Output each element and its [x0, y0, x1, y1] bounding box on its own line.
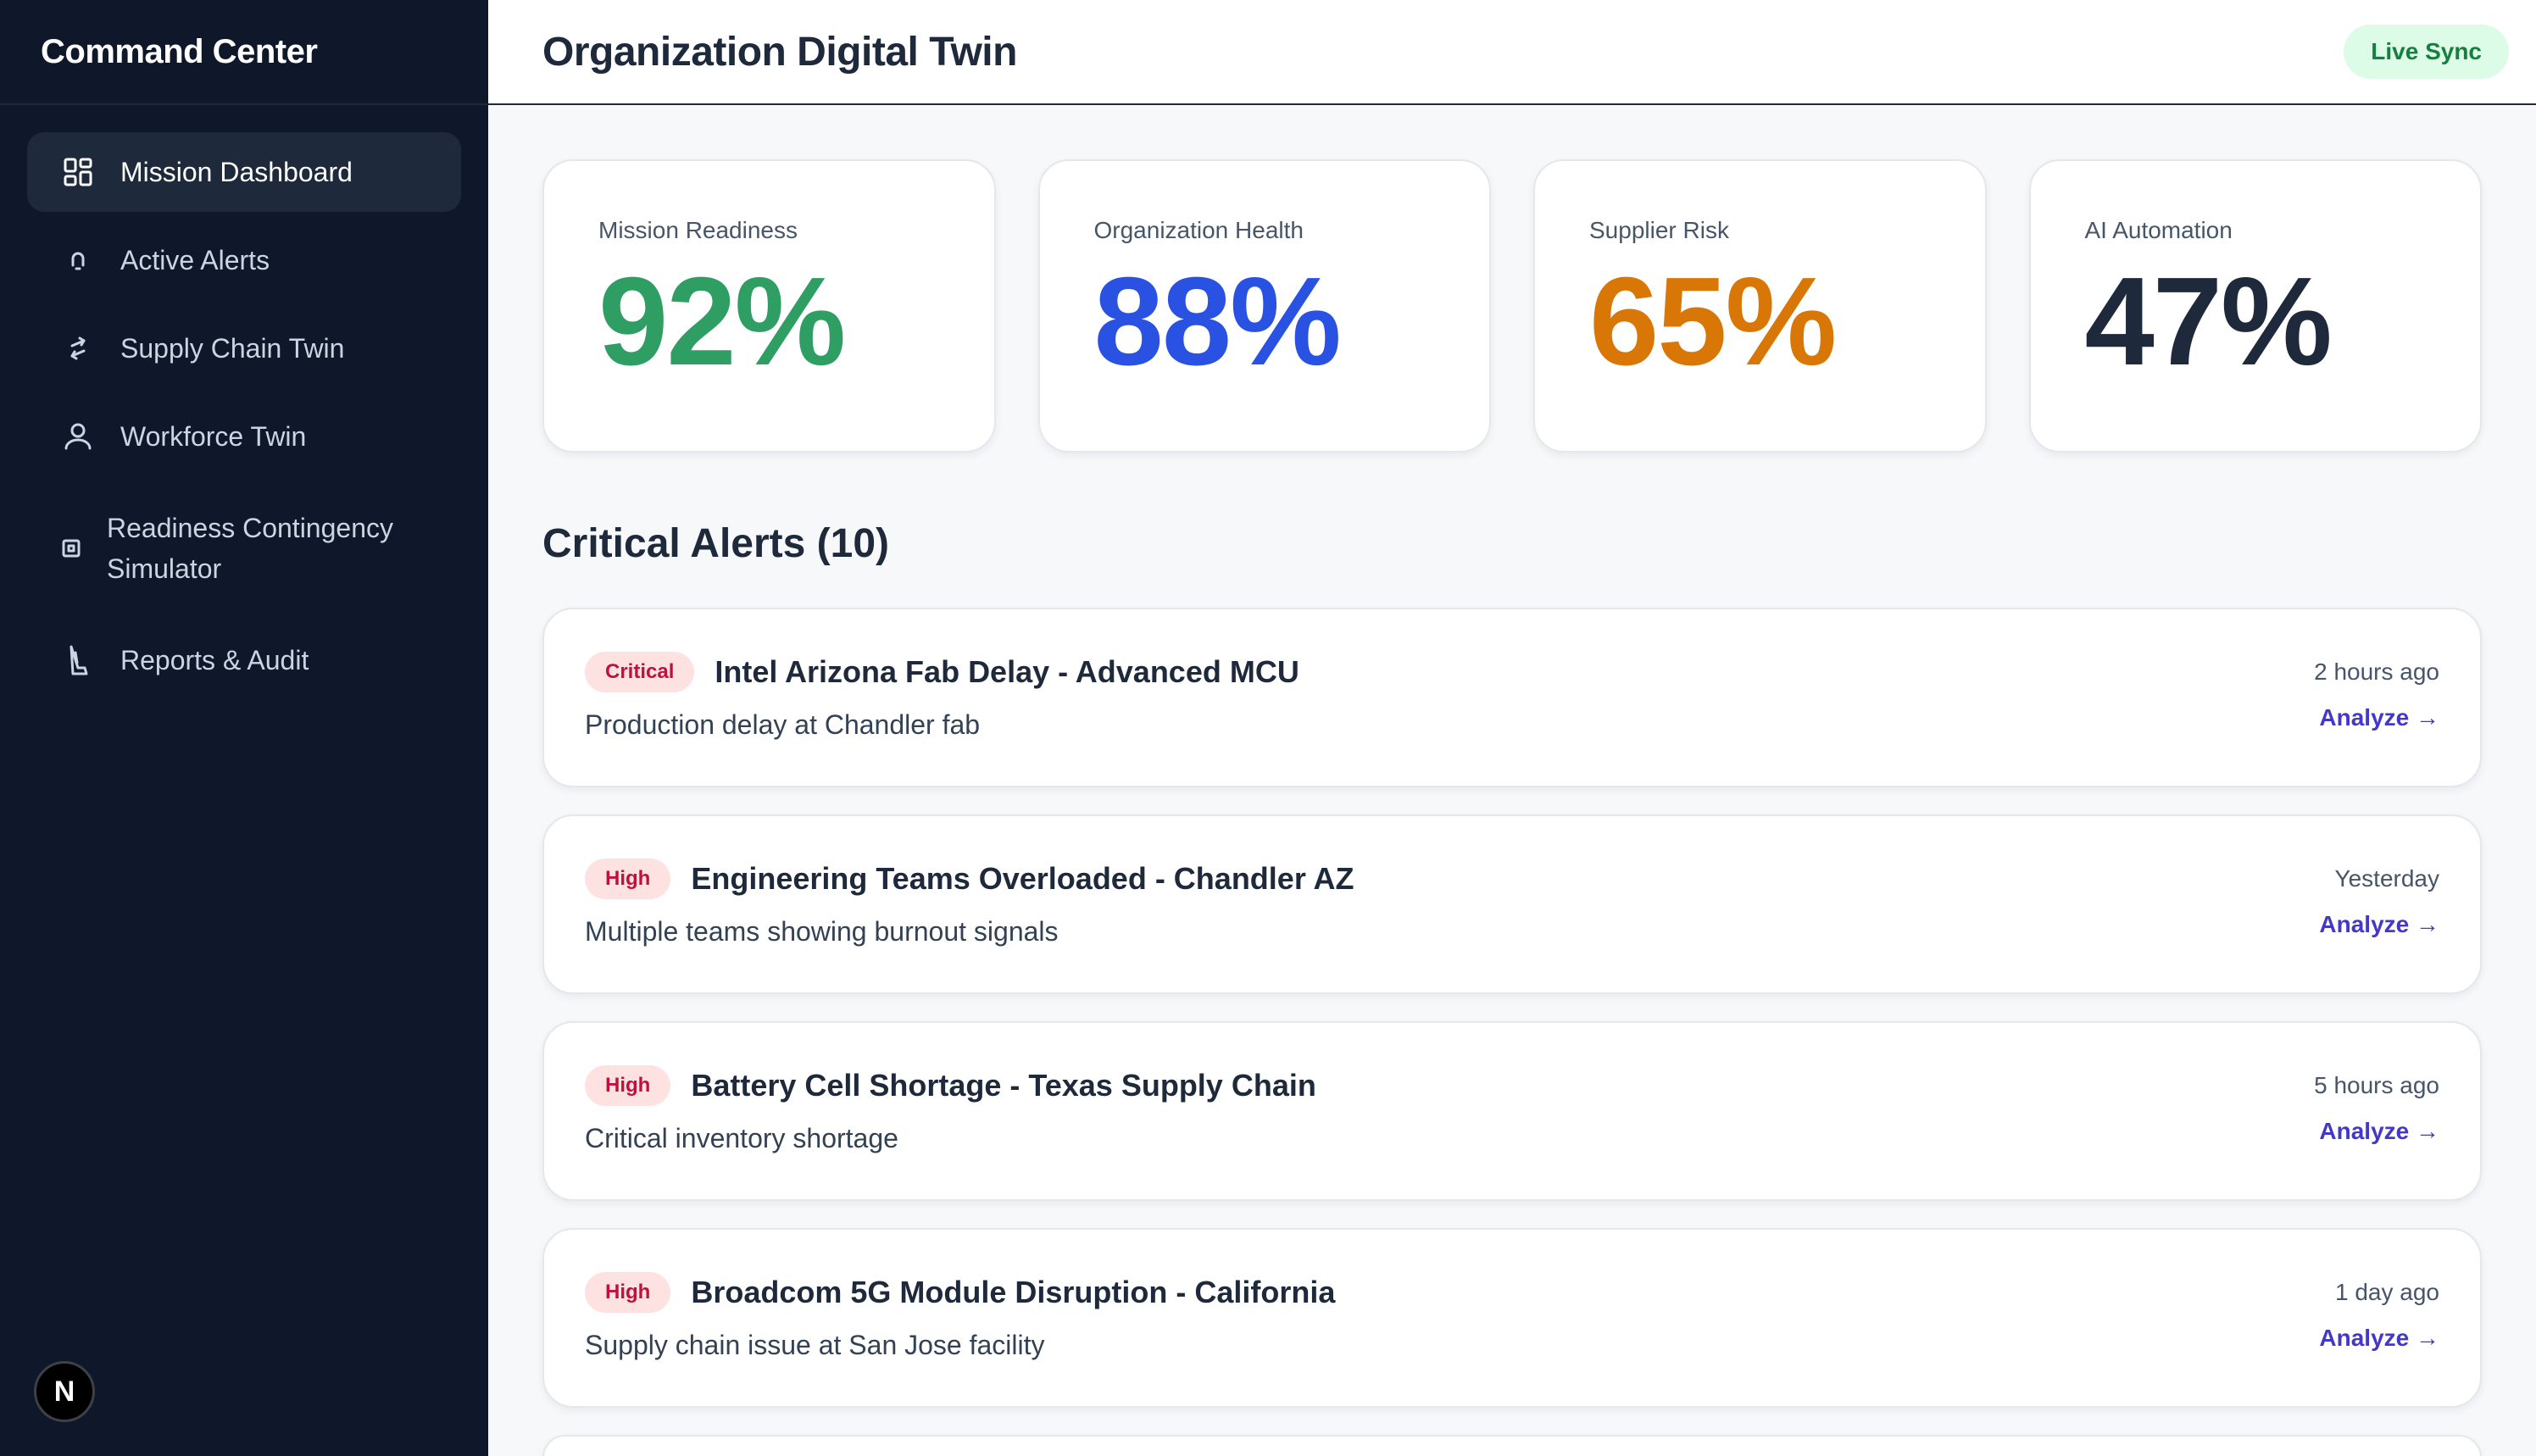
live-sync-badge[interactable]: Live Sync	[2344, 25, 2509, 79]
severity-badge: High	[585, 859, 671, 899]
alert-card[interactable]: High Broadcom 5G Module Disruption - Cal…	[542, 1228, 2482, 1408]
sidebar-header: Command Center	[0, 0, 488, 105]
kpi-label: Organization Health	[1093, 217, 1304, 243]
alert-timestamp: Yesterday	[2334, 865, 2440, 892]
main-area: Organization Digital Twin Live Sync Miss…	[488, 0, 2536, 1456]
alert-description: Supply chain issue at San Jose facility	[585, 1330, 1045, 1360]
sidebar-item-label: Readiness Contingency Simulator	[107, 513, 393, 584]
kpi-label: Mission Readiness	[598, 217, 798, 243]
page-title: Organization Digital Twin	[542, 29, 1017, 75]
top-header: Organization Digital Twin Live Sync	[488, 0, 2536, 105]
severity-badge: High	[585, 1272, 671, 1313]
sidebar-item-readiness-contingency-simulator[interactable]: Readiness Contingency Simulator	[27, 485, 461, 612]
alert-timestamp: 5 hours ago	[2314, 1072, 2439, 1098]
kpi-value: 65%	[1589, 252, 1837, 392]
sidebar-item-label: Mission Dashboard	[120, 157, 353, 187]
kpi-value: 92%	[598, 252, 846, 392]
alert-timestamp: 2 hours ago	[2314, 659, 2439, 685]
kpi-label: Supplier Risk	[1589, 217, 1729, 243]
alert-description: Multiple teams showing burnout signals	[585, 916, 1059, 947]
sidebar-item-workforce-twin[interactable]: Workforce Twin	[27, 397, 461, 476]
kpi-card-ai-automation: AI Automation 47%	[2028, 159, 2482, 453]
analyze-link[interactable]: Analyze →	[2319, 704, 2439, 731]
framework-badge-n[interactable]: N	[34, 1361, 95, 1422]
kpi-value: 88%	[1093, 252, 1342, 392]
kpi-label: AI Automation	[2084, 217, 2233, 243]
chip-icon	[61, 531, 81, 565]
sidebar-item-label: Supply Chain Twin	[120, 333, 345, 364]
kpi-card-mission-readiness: Mission Readiness 92%	[542, 159, 996, 453]
analyze-link[interactable]: Analyze →	[2319, 911, 2439, 937]
sidebar-item-label: Reports & Audit	[120, 645, 309, 675]
alert-description: Production delay at Chandler fab	[585, 709, 981, 740]
analyze-link[interactable]: Analyze →	[2319, 1118, 2439, 1144]
analyze-link[interactable]: Analyze →	[2319, 1325, 2439, 1351]
alert-title: Intel Arizona Fab Delay - Advanced MCU	[715, 654, 1299, 689]
severity-badge: High	[585, 1065, 671, 1106]
sidebar-item-label: Workforce Twin	[120, 421, 307, 452]
sidebar-nav: Mission Dashboard Active Alerts Supply	[0, 105, 488, 700]
alert-description: Critical inventory shortage	[585, 1123, 898, 1153]
sidebar-item-label: Active Alerts	[120, 245, 270, 275]
alert-card[interactable]: High Engineering Teams Overloaded - Chan…	[542, 814, 2482, 994]
alerts-list: Critical Intel Arizona Fab Delay - Advan…	[542, 608, 2482, 1456]
alert-header-row: Critical Intel Arizona Fab Delay - Advan…	[585, 652, 2439, 692]
kpi-row: Mission Readiness 92% Organization Healt…	[542, 159, 2482, 453]
bell-icon	[61, 243, 95, 277]
kpi-value: 47%	[2084, 252, 2333, 392]
alert-header-row: High Battery Cell Shortage - Texas Suppl…	[585, 1065, 2439, 1106]
alert-timestamp: 1 day ago	[2335, 1279, 2439, 1305]
alert-title: Engineering Teams Overloaded - Chandler …	[691, 861, 1354, 896]
alert-card[interactable]: High Battery Cell Shortage - Texas Suppl…	[542, 1021, 2482, 1201]
alert-card[interactable]: Critical Intel Arizona Fab Delay - Advan…	[542, 608, 2482, 787]
sidebar-item-supply-chain-twin[interactable]: Supply Chain Twin	[27, 308, 461, 388]
kpi-card-supplier-risk: Supplier Risk 65%	[1533, 159, 1987, 453]
brand-title: Command Center	[41, 32, 318, 70]
alert-title: Broadcom 5G Module Disruption - Californ…	[691, 1275, 1336, 1309]
alert-title: Battery Cell Shortage - Texas Supply Cha…	[691, 1068, 1316, 1103]
document-icon	[61, 643, 95, 677]
alert-header-row: High Engineering Teams Overloaded - Chan…	[585, 859, 2439, 899]
kpi-card-organization-health: Organization Health 88%	[1037, 159, 1491, 453]
arrows-swap-icon	[61, 331, 95, 365]
sidebar: Command Center Mission Dashboard Acti	[0, 0, 488, 1456]
sidebar-item-active-alerts[interactable]: Active Alerts	[27, 220, 461, 300]
severity-badge: Critical	[585, 652, 695, 692]
critical-alerts-heading: Critical Alerts (10)	[542, 521, 890, 566]
alert-header-row: High Broadcom 5G Module Disruption - Cal…	[585, 1272, 2439, 1313]
dashboard-grid-icon	[61, 155, 95, 189]
sidebar-item-reports-audit[interactable]: Reports & Audit	[27, 620, 461, 700]
sidebar-item-mission-dashboard[interactable]: Mission Dashboard	[27, 132, 461, 212]
dashboard-content: Mission Readiness 92% Organization Healt…	[488, 105, 2536, 1456]
user-icon	[61, 420, 95, 453]
alert-card-partial[interactable]	[542, 1435, 2482, 1456]
